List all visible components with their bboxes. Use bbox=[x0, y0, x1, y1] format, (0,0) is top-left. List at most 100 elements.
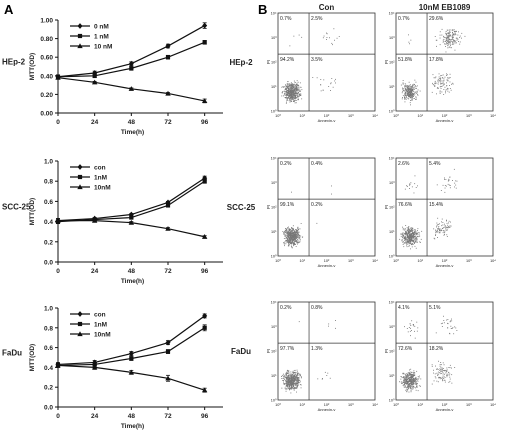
event-dot bbox=[410, 232, 412, 234]
event-dot bbox=[451, 39, 453, 40]
event-dot bbox=[409, 386, 411, 388]
event-dot bbox=[436, 224, 438, 226]
event-dot bbox=[295, 385, 297, 387]
event-dot bbox=[406, 241, 408, 242]
event-dot bbox=[294, 377, 296, 379]
y-tick-label: 10² bbox=[389, 206, 395, 210]
event-dot bbox=[289, 378, 291, 380]
event-dot bbox=[454, 31, 456, 32]
event-dot bbox=[406, 92, 408, 94]
event-dot bbox=[402, 235, 404, 237]
event-dot bbox=[288, 377, 290, 379]
event-dot bbox=[286, 83, 288, 84]
event-dot bbox=[289, 90, 291, 92]
event-dot bbox=[288, 94, 290, 96]
event-dot bbox=[292, 235, 294, 236]
x-tick-label: 10¹ bbox=[300, 403, 306, 407]
data-point bbox=[91, 217, 98, 223]
event-dot bbox=[293, 87, 295, 89]
event-dot bbox=[412, 90, 413, 91]
event-dot bbox=[406, 89, 408, 91]
event-dot bbox=[326, 33, 328, 35]
event-dot bbox=[298, 321, 300, 323]
event-dot bbox=[291, 239, 293, 241]
event-dot bbox=[447, 374, 448, 376]
x-tick-label: 10² bbox=[442, 114, 448, 118]
event-dot bbox=[404, 239, 406, 241]
event-dot bbox=[291, 233, 292, 235]
event-dot bbox=[404, 379, 406, 381]
event-dot bbox=[294, 382, 296, 384]
event-dot bbox=[290, 100, 292, 102]
event-dot bbox=[414, 92, 416, 93]
series-line bbox=[57, 364, 205, 391]
event-dot bbox=[415, 86, 417, 87]
event-dot bbox=[297, 98, 299, 100]
event-dot bbox=[409, 241, 411, 243]
event-dot bbox=[410, 97, 412, 99]
event-dot bbox=[412, 379, 414, 380]
event-dot bbox=[411, 377, 413, 379]
event-dot bbox=[439, 368, 441, 370]
event-dot bbox=[433, 380, 435, 382]
event-dot bbox=[410, 92, 412, 94]
event-dot bbox=[409, 102, 411, 104]
event-dot bbox=[442, 41, 444, 43]
event-dot bbox=[416, 384, 417, 385]
mtt-chart-2: 0.00.20.40.60.81.00 24 48 72 96Time(h)MTT(OD… bbox=[2, 159, 223, 285]
event-dot bbox=[298, 380, 299, 382]
event-dot bbox=[452, 41, 454, 42]
event-dot bbox=[410, 388, 412, 390]
legend-marker bbox=[77, 164, 83, 170]
event-dot bbox=[287, 386, 289, 388]
event-dot bbox=[289, 380, 290, 382]
event-dot bbox=[292, 236, 294, 237]
event-dot bbox=[441, 80, 443, 82]
event-dot bbox=[317, 378, 319, 380]
event-dot bbox=[447, 45, 449, 47]
event-dot bbox=[457, 38, 459, 40]
event-dot bbox=[453, 34, 455, 36]
event-dot bbox=[292, 225, 294, 227]
event-dot bbox=[291, 91, 292, 92]
event-dot bbox=[409, 375, 411, 376]
event-dot bbox=[449, 187, 451, 189]
event-dot bbox=[287, 233, 289, 235]
event-dot bbox=[285, 237, 287, 239]
event-dot bbox=[413, 96, 414, 97]
legend-label: 10nM bbox=[94, 185, 111, 192]
event-dot bbox=[443, 35, 444, 37]
event-dot bbox=[290, 231, 292, 233]
event-dot bbox=[436, 368, 438, 370]
event-dot bbox=[293, 231, 295, 233]
event-dot bbox=[405, 225, 407, 226]
event-dot bbox=[409, 381, 411, 382]
event-dot bbox=[454, 41, 456, 43]
event-dot bbox=[443, 78, 445, 80]
event-dot bbox=[290, 381, 292, 383]
event-dot bbox=[287, 94, 289, 95]
event-dot bbox=[298, 233, 299, 235]
event-dot bbox=[417, 228, 419, 230]
event-dot bbox=[410, 230, 411, 231]
event-dot bbox=[439, 31, 441, 33]
event-dot bbox=[411, 93, 413, 95]
event-dot bbox=[288, 84, 290, 86]
event-dot bbox=[290, 388, 291, 390]
event-dot bbox=[411, 243, 412, 245]
event-dot bbox=[416, 386, 417, 388]
event-dot bbox=[406, 234, 408, 236]
event-dot bbox=[436, 369, 438, 370]
event-dot bbox=[409, 379, 411, 381]
event-dot bbox=[434, 36, 436, 37]
y-tick-label: 10³ bbox=[389, 36, 395, 40]
y-tick-label: 10⁴ bbox=[271, 301, 277, 305]
event-dot bbox=[409, 383, 410, 385]
event-dot bbox=[412, 89, 414, 91]
event-dot bbox=[443, 36, 445, 38]
event-dot bbox=[418, 377, 420, 379]
event-dot bbox=[444, 234, 445, 235]
event-dot bbox=[408, 377, 409, 379]
event-dot bbox=[408, 34, 409, 36]
event-dot bbox=[322, 89, 324, 91]
